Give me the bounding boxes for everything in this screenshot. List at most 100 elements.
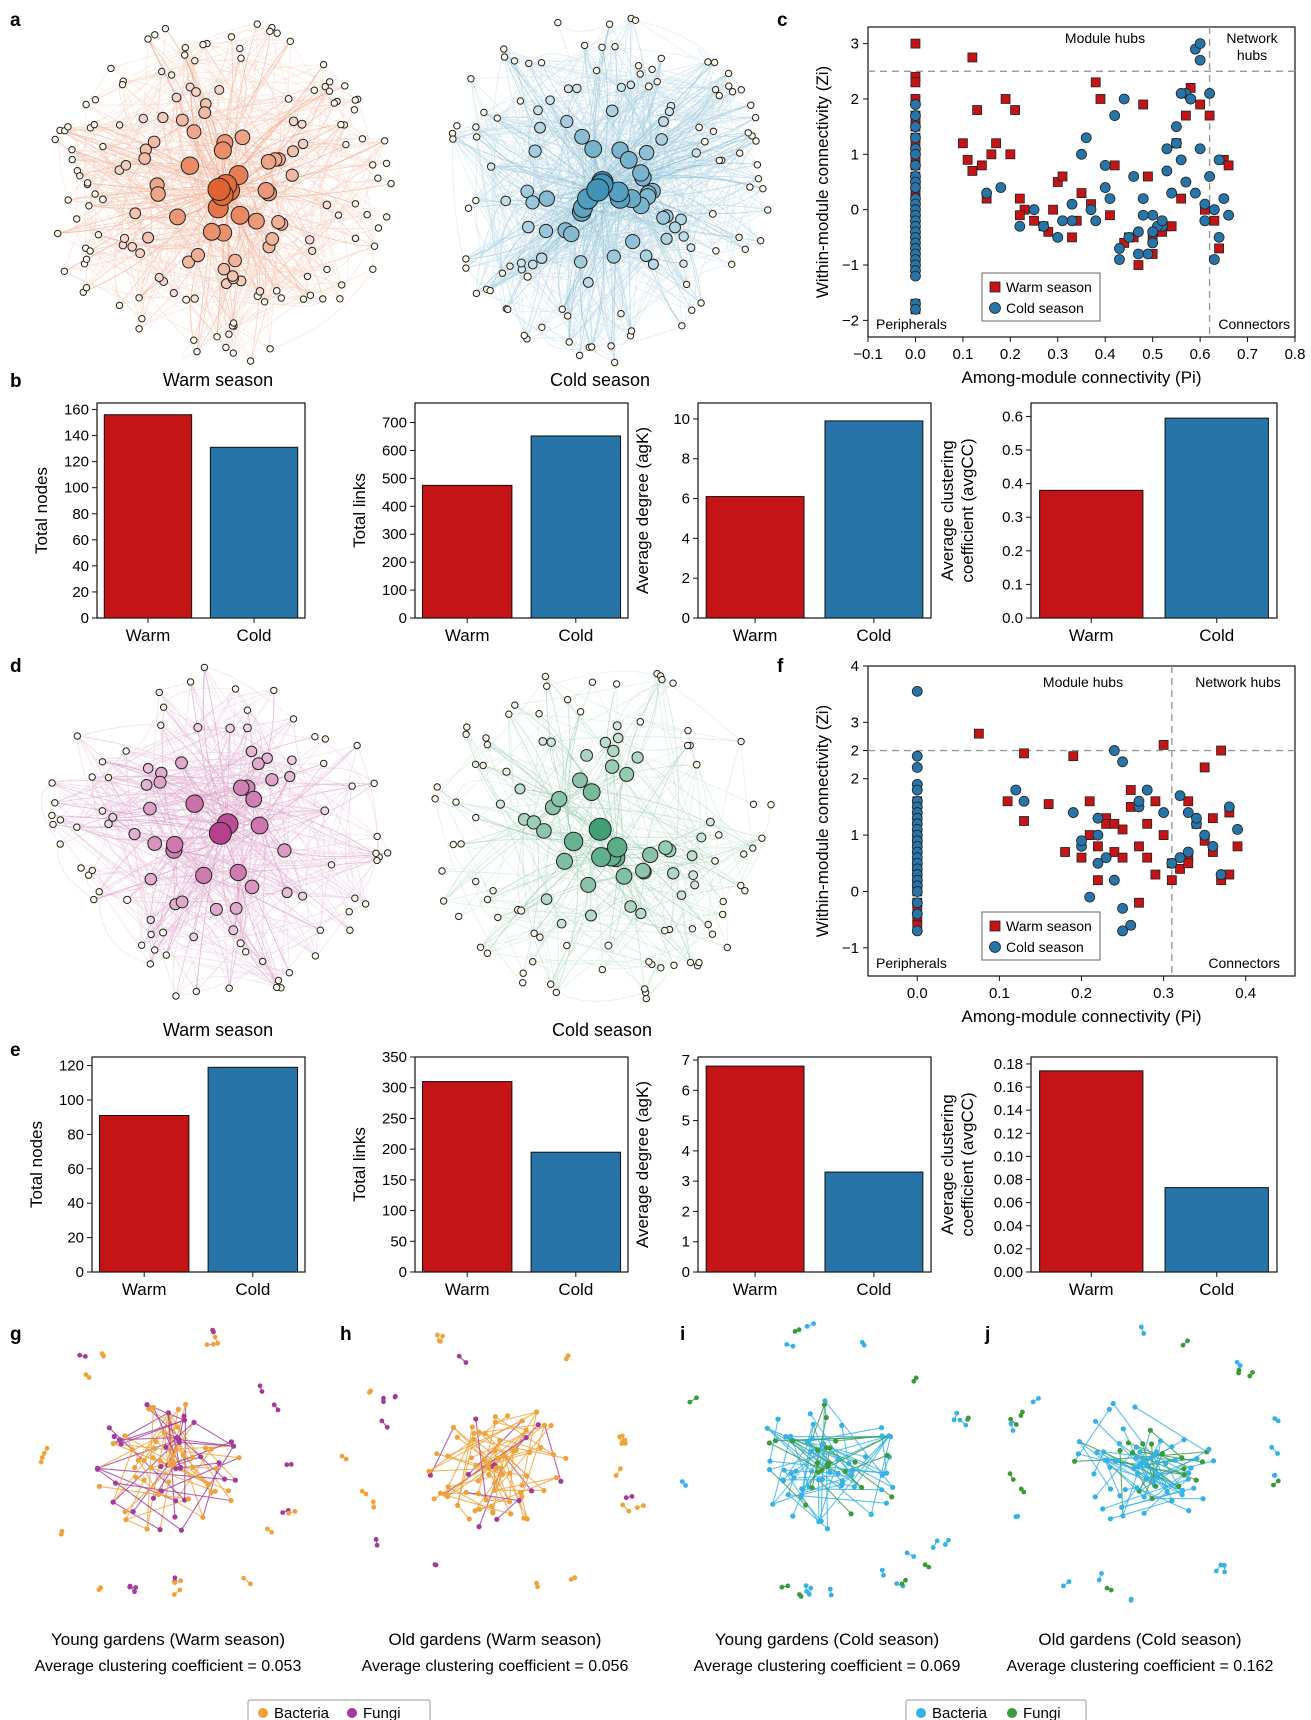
network-node [311, 952, 320, 960]
point-cold-season [1223, 801, 1235, 813]
network-node [605, 104, 619, 118]
bacteria-node [1115, 1458, 1121, 1464]
network-node [520, 331, 528, 340]
network-edge [689, 745, 707, 838]
network-edge [455, 681, 593, 803]
fungi-node [1199, 1459, 1205, 1465]
network-edge [134, 718, 294, 835]
bacteria-node [1116, 1441, 1122, 1447]
y-tick-label: 100 [382, 1203, 407, 1220]
network-edge [51, 814, 221, 834]
point-cold-season [1158, 807, 1170, 818]
point-cold-season [1108, 874, 1120, 886]
point-cold-season [1166, 857, 1178, 869]
bacteria-node [1091, 1471, 1097, 1477]
network-edge [428, 1411, 537, 1472]
network-edge [202, 667, 229, 825]
network-edge [487, 837, 763, 954]
bar-warm [98, 1114, 190, 1273]
network-node [538, 323, 546, 331]
network-node [310, 86, 318, 94]
network-edge [87, 182, 323, 300]
network-node [298, 891, 308, 901]
y-tick-label: 3 [682, 1173, 690, 1190]
network-edge [612, 750, 716, 862]
bacteria-node [1106, 1406, 1112, 1412]
network-node [582, 277, 594, 288]
satellite-node [1237, 1363, 1243, 1368]
satellite-node [77, 1352, 83, 1358]
network-node [82, 255, 91, 263]
network-edge [465, 267, 580, 356]
network-edge [57, 843, 95, 900]
network-node [619, 151, 638, 169]
network-edge [503, 1455, 525, 1519]
network-node [467, 75, 475, 83]
y-tick-label: −2 [842, 312, 859, 329]
network-edge [161, 1457, 240, 1492]
y-tick-label: 2 [682, 1203, 690, 1220]
network-edge [224, 142, 311, 240]
network-node [200, 663, 209, 672]
y-tick-label: 0.12 [994, 1125, 1023, 1142]
point-warm-season [1093, 875, 1103, 886]
network-edge [203, 864, 332, 876]
point-cold-season [1147, 209, 1159, 221]
network-edge [588, 860, 716, 886]
network-edge [664, 847, 754, 931]
network-node [556, 852, 573, 870]
bacteria-node [835, 1470, 841, 1476]
bacteria-node [1152, 1452, 1158, 1458]
network-edge [112, 1449, 133, 1503]
satellite-node [1247, 1373, 1253, 1379]
bacteria-node [489, 1503, 495, 1509]
point-warm-season [1068, 751, 1079, 762]
satellite-node [440, 1333, 445, 1339]
bacteria-node [519, 1418, 525, 1424]
network-edge [122, 84, 230, 335]
satellite-node [899, 1581, 905, 1587]
network-node [669, 679, 677, 687]
network-node [84, 871, 93, 879]
network-edge [52, 824, 151, 965]
point-cold-season [1232, 824, 1243, 835]
bacteria-node [788, 1433, 794, 1439]
bacteria-node [426, 1468, 432, 1474]
bacteria-node [1143, 1476, 1149, 1482]
network-node [209, 902, 223, 916]
bacteria-node [189, 1454, 196, 1460]
point-cold-season [910, 270, 921, 282]
network-node [543, 682, 551, 690]
network-node [248, 212, 265, 230]
point-cold-season [1199, 829, 1211, 841]
legend-bacteria-marker [258, 1708, 268, 1718]
network-edge [550, 983, 646, 1002]
network-node [558, 305, 566, 313]
network-edge [522, 819, 557, 993]
network-edge [264, 138, 363, 303]
network-edge [447, 1486, 494, 1513]
network-node [83, 179, 92, 187]
network-edge [661, 139, 692, 248]
network-edge [528, 60, 729, 87]
point-warm-season [1105, 210, 1115, 221]
network-node [712, 247, 720, 255]
legend-warm-marker [989, 920, 1001, 932]
network-node [472, 123, 480, 131]
point-cold-season [1114, 243, 1125, 254]
network-edge [126, 750, 326, 812]
network-edge [197, 727, 378, 837]
network-node [495, 799, 505, 809]
point-cold-season [1117, 902, 1128, 914]
network-node [615, 867, 633, 885]
network-edge [502, 272, 521, 310]
fungi-node [529, 1488, 535, 1494]
legend-bacteria-fungi-right: Bacteria Fungi [905, 1699, 1087, 1720]
bar-cold [530, 1151, 622, 1273]
bacteria-node [491, 1448, 498, 1454]
bacteria-node [887, 1434, 894, 1440]
bacteria-node [141, 1457, 147, 1463]
bacteria-node [1172, 1457, 1178, 1463]
network-node [118, 80, 127, 89]
network-edge [1143, 1474, 1185, 1514]
